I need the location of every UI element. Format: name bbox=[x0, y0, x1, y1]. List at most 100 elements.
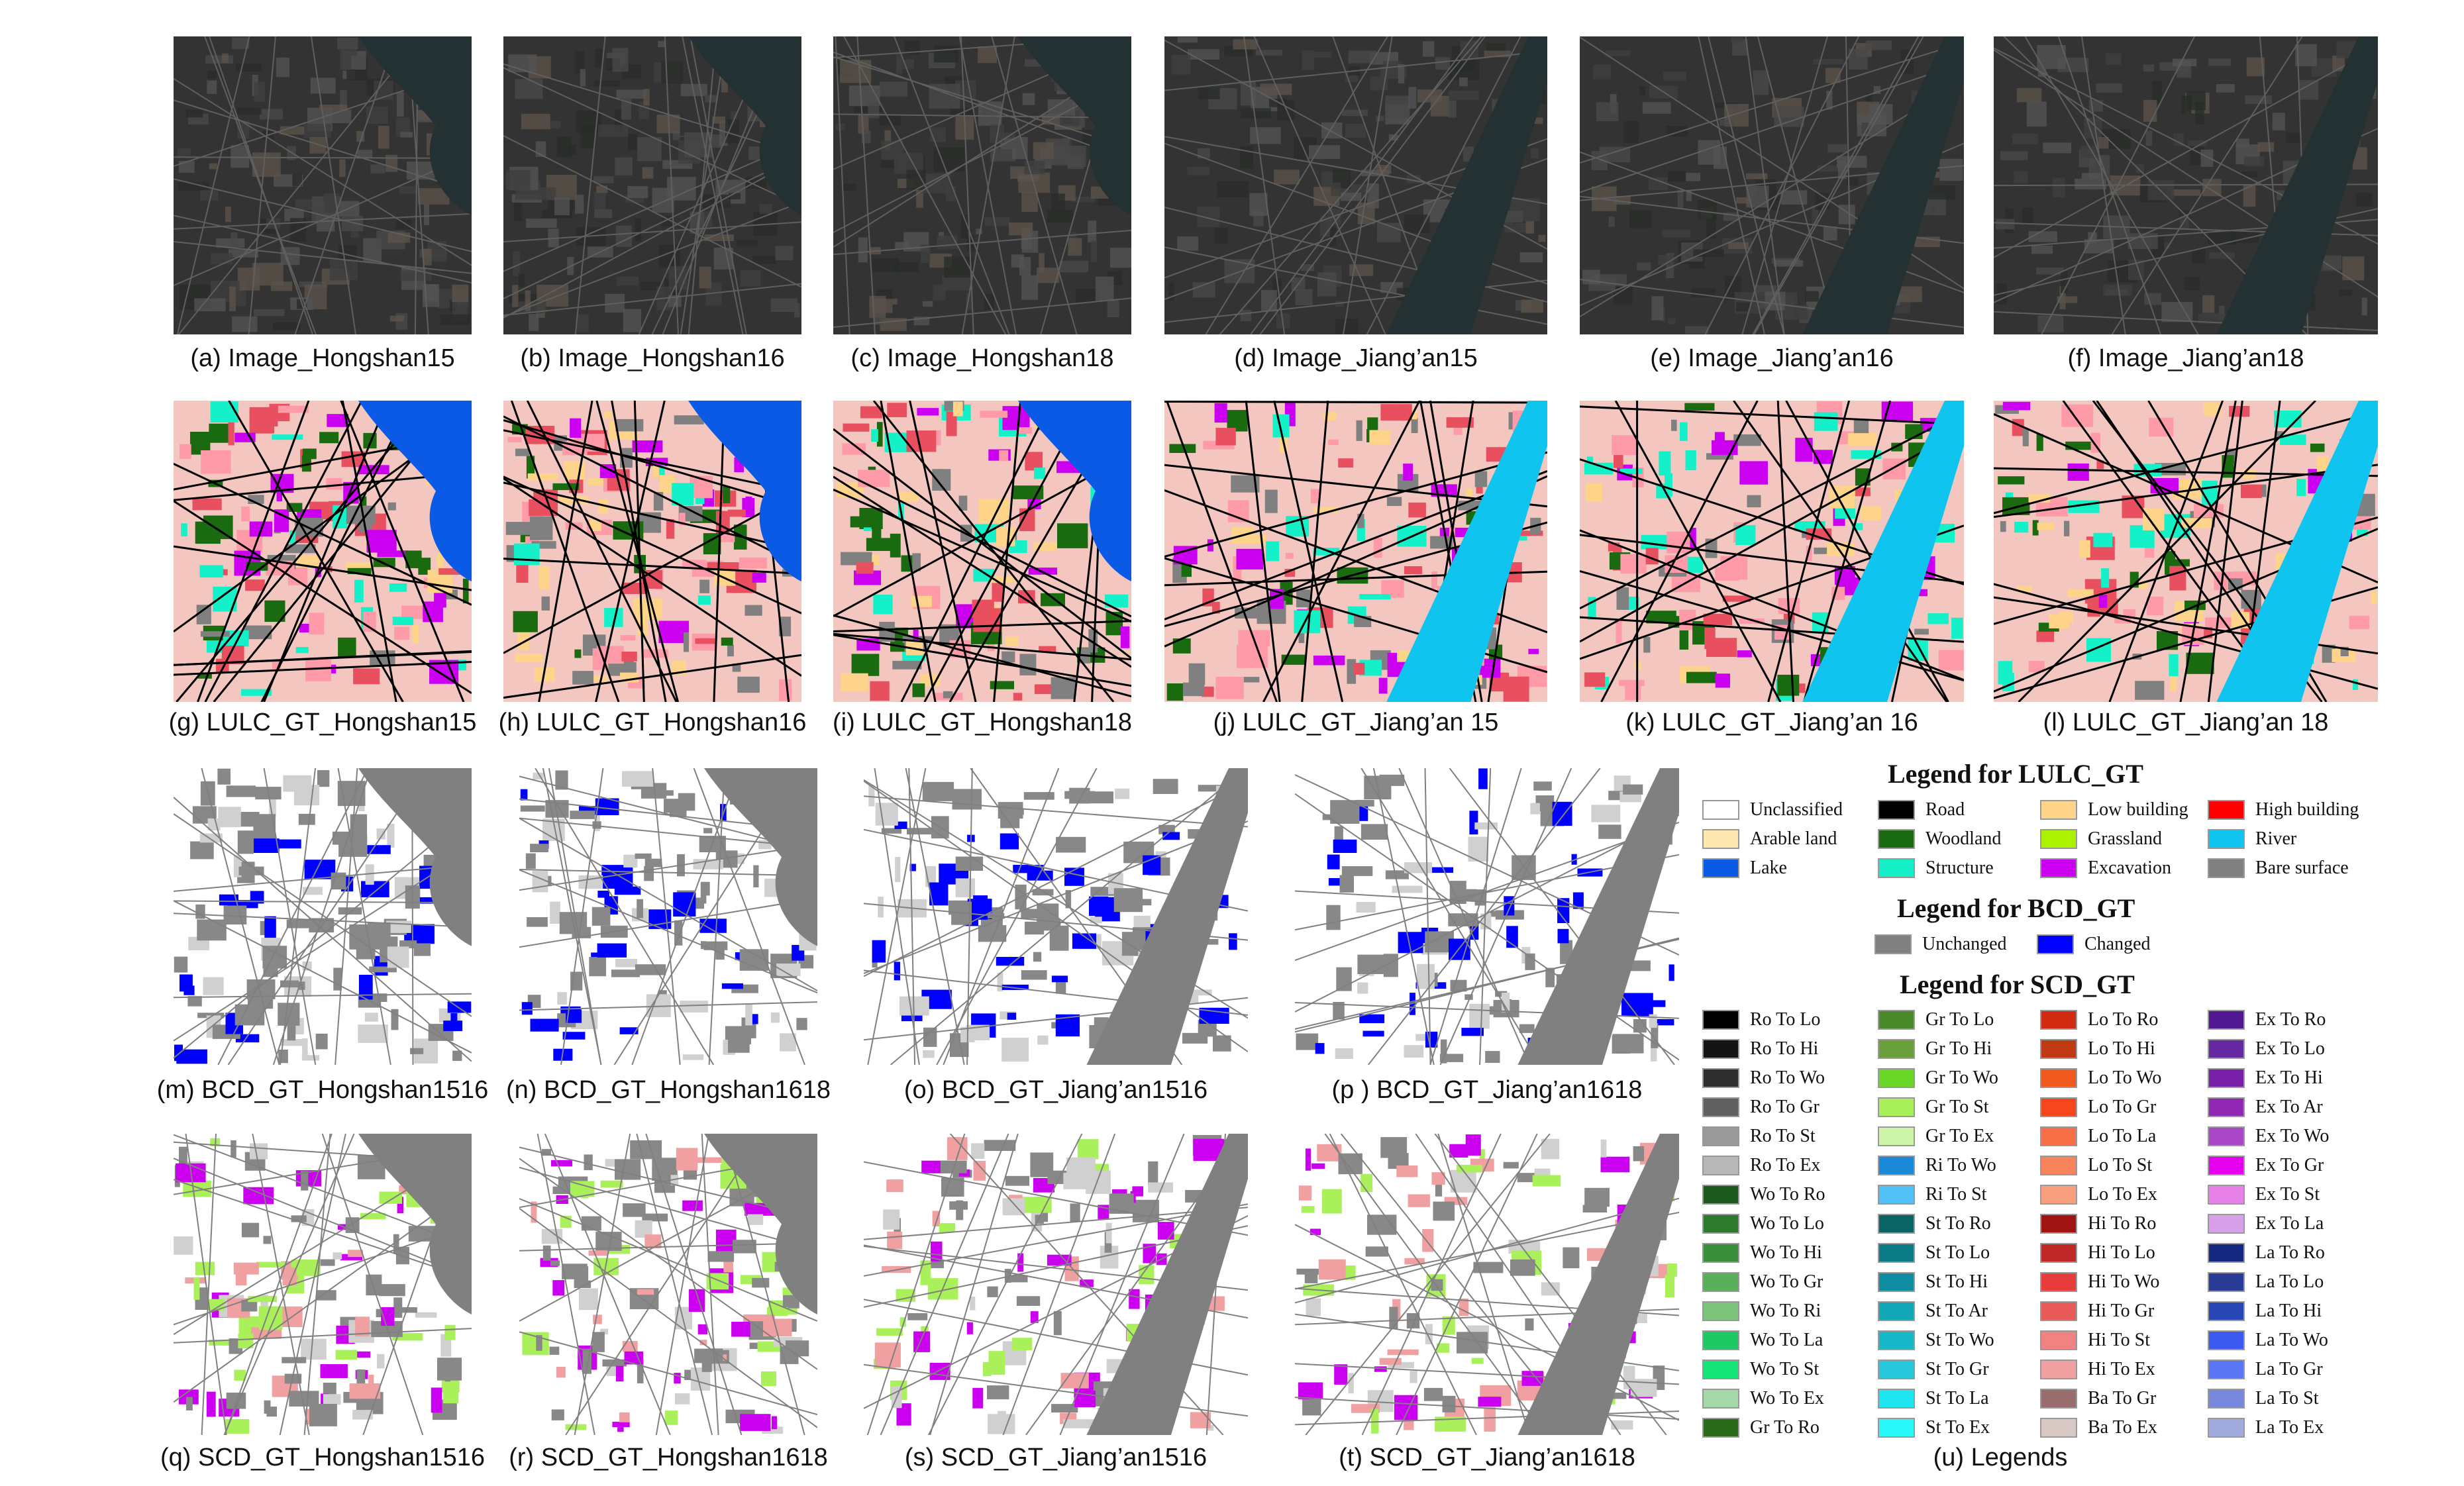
legend-item: St To Ex bbox=[1878, 1414, 1990, 1441]
image-map-jiangan bbox=[1580, 36, 1964, 334]
legend-swatch bbox=[1878, 1185, 1915, 1205]
legend-item: Gr To St bbox=[1878, 1094, 1989, 1120]
legend-swatch bbox=[2037, 934, 2074, 954]
legend-swatch bbox=[1702, 1301, 1739, 1321]
scd-map-jiangan bbox=[1295, 1134, 1679, 1435]
lulc-map-hongshan bbox=[174, 401, 472, 702]
legend-item: Lo To Ro bbox=[2040, 1007, 2158, 1033]
legend-swatch bbox=[1702, 1272, 1739, 1292]
legend-item: Ba To Ex bbox=[2040, 1414, 2157, 1441]
legend-item: Lo To La bbox=[2040, 1123, 2156, 1150]
panel-caption: (p ) BCD_GT_Jiang’an1618 bbox=[1331, 1076, 1643, 1104]
scd-panel bbox=[519, 1134, 817, 1435]
legend-label: St To Ro bbox=[1925, 1213, 1991, 1234]
lulc-panel bbox=[833, 401, 1131, 702]
legend-swatch bbox=[2208, 1039, 2245, 1059]
legend-item: Hi To Wo bbox=[2040, 1269, 2159, 1295]
panel-caption: (h) LULC_GT_Hongshan16 bbox=[498, 709, 807, 736]
image-map-hongshan bbox=[174, 36, 472, 334]
legend-label: Ba To Ex bbox=[2088, 1417, 2157, 1438]
legend-swatch bbox=[2040, 1097, 2077, 1117]
scd-panel bbox=[174, 1134, 472, 1435]
legend-item: La To Ro bbox=[2208, 1240, 2325, 1266]
legend-item: Ex To Gr bbox=[2208, 1152, 2324, 1179]
legend-item: St To Hi bbox=[1878, 1269, 1988, 1295]
legend-swatch bbox=[2208, 829, 2245, 849]
panel-caption: (k) LULC_GT_Jiang’an 16 bbox=[1625, 709, 1918, 736]
legend-item: Hi To Ro bbox=[2040, 1211, 2156, 1237]
legend-swatch bbox=[1878, 800, 1915, 820]
legend-label: Ex To Ro bbox=[2255, 1009, 2326, 1030]
panel-caption: (f) Image_Jiang’an18 bbox=[2067, 344, 2304, 372]
legend-swatch bbox=[1878, 1418, 1915, 1438]
legend-swatch bbox=[1878, 1272, 1915, 1292]
scd-map-jiangan bbox=[864, 1134, 1248, 1435]
legend-item: Changed bbox=[2037, 931, 2151, 958]
legend-item: Structure bbox=[1878, 855, 1994, 881]
bcd-panel bbox=[864, 768, 1248, 1065]
legend-item: La To Lo bbox=[2208, 1269, 2324, 1295]
legend-label: Lo To Ro bbox=[2088, 1009, 2159, 1030]
legend-item: St To Wo bbox=[1878, 1327, 1994, 1354]
legend-label: Low building bbox=[2088, 799, 2188, 820]
legend-item: Hi To Lo bbox=[2040, 1240, 2155, 1266]
panel-caption: (i) LULC_GT_Hongshan18 bbox=[832, 709, 1132, 736]
scd-panel bbox=[1295, 1134, 1679, 1435]
legend-swatch bbox=[2208, 1360, 2245, 1379]
legend-item: Ex To Ar bbox=[2208, 1094, 2323, 1120]
legend-swatch bbox=[1878, 1126, 1915, 1146]
legend-label: Wo To Ro bbox=[1750, 1184, 1825, 1205]
legend-title: Legend for SCD_GT bbox=[1900, 969, 2135, 999]
legend-item: St To Ro bbox=[1878, 1211, 1991, 1237]
legend-swatch bbox=[1702, 1360, 1739, 1379]
bcd-panel bbox=[174, 768, 472, 1065]
legend-swatch bbox=[1702, 1156, 1739, 1175]
legend-item: Grassland bbox=[2040, 826, 2162, 852]
legend-label: La To Ex bbox=[2255, 1417, 2324, 1438]
legend-label: Changed bbox=[2084, 934, 2151, 954]
legend-item: Bare surface bbox=[2208, 855, 2349, 881]
legend-item: Wo To Ro bbox=[1702, 1181, 1825, 1208]
legend-item: Lake bbox=[1702, 855, 1787, 881]
legend-swatch bbox=[1878, 1360, 1915, 1379]
legend-label: La To Gr bbox=[2255, 1359, 2323, 1379]
scd-map-hongshan bbox=[519, 1134, 817, 1435]
legend-title: Legend for BCD_GT bbox=[1897, 893, 2135, 923]
legend-swatch bbox=[1878, 1039, 1915, 1059]
bcd-map-hongshan bbox=[519, 768, 817, 1065]
legend-label: Ro To St bbox=[1750, 1126, 1816, 1146]
legend-label: Unclassified bbox=[1750, 799, 1843, 820]
legend-label: Ro To Wo bbox=[1750, 1067, 1825, 1088]
legend-label: Wo To La bbox=[1750, 1330, 1823, 1350]
legend-swatch bbox=[1878, 1156, 1915, 1175]
legend-item: Wo To Hi bbox=[1702, 1240, 1822, 1266]
legend-item: Hi To Ex bbox=[2040, 1356, 2155, 1383]
image-map-jiangan bbox=[1994, 36, 2378, 334]
legend-label: Lo To La bbox=[2088, 1126, 2157, 1146]
legend-swatch bbox=[1702, 1010, 1739, 1030]
legend-swatch bbox=[2040, 1185, 2077, 1205]
legend-label: St To Wo bbox=[1925, 1330, 1994, 1350]
legend-swatch bbox=[2208, 1243, 2245, 1263]
legend-label: Ro To Ex bbox=[1750, 1155, 1821, 1175]
legend-label: Excavation bbox=[2088, 858, 2171, 878]
legend-swatch bbox=[2208, 1418, 2245, 1438]
legend-label: La To Ro bbox=[2255, 1242, 2325, 1263]
legend-label: Hi To Wo bbox=[2088, 1271, 2160, 1292]
panel-caption: (d) Image_Jiang’an15 bbox=[1234, 344, 1478, 372]
legend-item: Low building bbox=[2040, 797, 2188, 823]
legend-label: St To Lo bbox=[1925, 1242, 1990, 1263]
panel-caption: (s) SCD_GT_Jiang’an1516 bbox=[904, 1444, 1207, 1471]
legend-item: Lo To Ex bbox=[2040, 1181, 2157, 1208]
legend-swatch bbox=[2208, 800, 2245, 820]
legend-item: Gr To Hi bbox=[1878, 1036, 1992, 1062]
legend-swatch bbox=[1702, 1214, 1739, 1234]
legend-swatch bbox=[1878, 1243, 1915, 1263]
legend-swatch bbox=[1702, 800, 1739, 820]
legend-swatch bbox=[1702, 1185, 1739, 1205]
legend-swatch bbox=[2208, 1214, 2245, 1234]
legend-label: Gr To Hi bbox=[1925, 1038, 1992, 1059]
legend-item: Gr To Lo bbox=[1878, 1007, 1994, 1033]
legend-label: Road bbox=[1925, 799, 1965, 820]
legend-item: Ex To Ro bbox=[2208, 1007, 2326, 1033]
